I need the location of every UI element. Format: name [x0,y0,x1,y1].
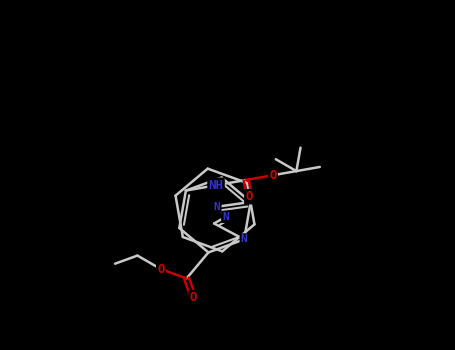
Text: N: N [222,212,229,222]
Text: O: O [269,169,277,182]
Text: O: O [190,291,197,304]
Text: N: N [214,202,220,212]
Text: N: N [241,234,248,244]
Text: O: O [245,190,253,203]
Text: O: O [157,262,165,276]
Text: NH: NH [208,179,223,192]
